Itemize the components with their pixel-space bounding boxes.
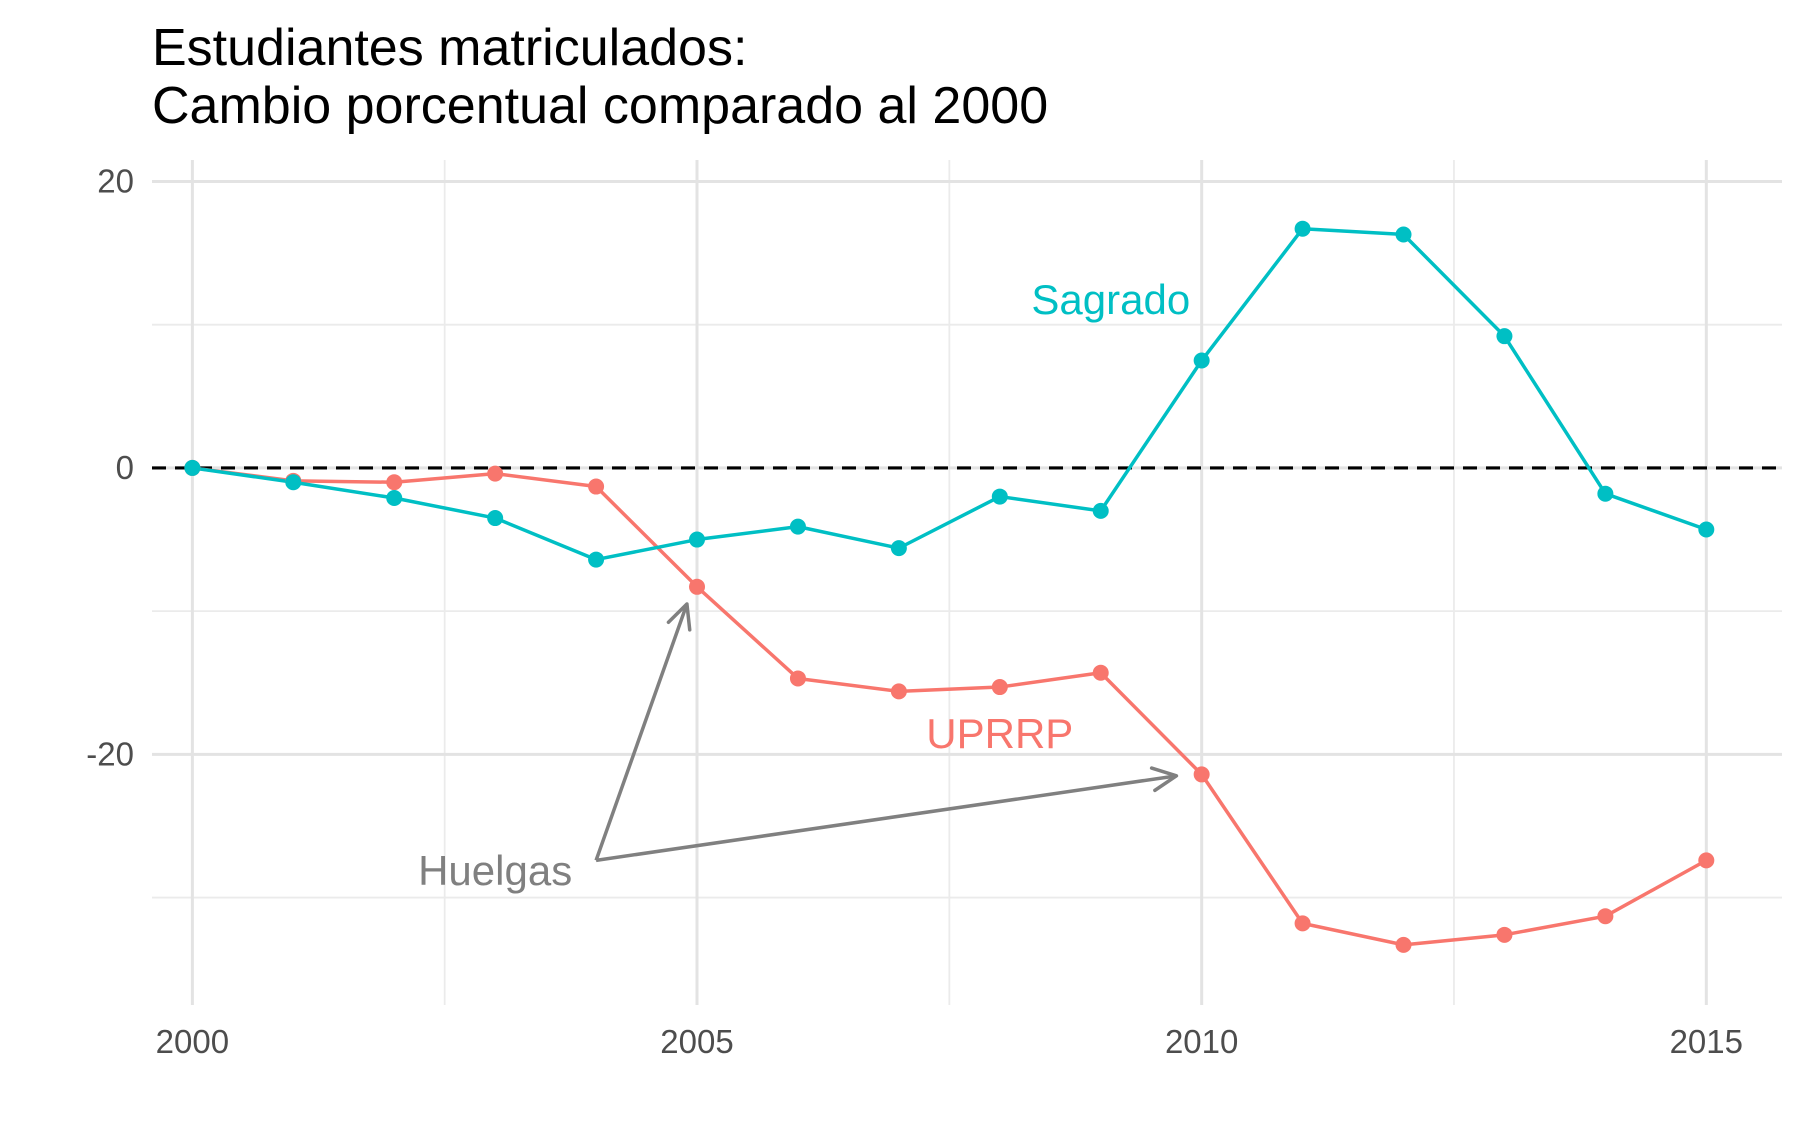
data-point-uprrp — [588, 478, 605, 495]
annotation-label: Huelgas — [418, 847, 572, 894]
annotation-arrow-head — [1149, 766, 1179, 793]
series-label-sagrado: Sagrado — [1031, 276, 1190, 323]
data-point-sagrado — [487, 510, 504, 527]
data-point-uprrp — [1698, 852, 1715, 869]
data-point-sagrado — [386, 490, 403, 506]
data-point-sagrado — [588, 551, 605, 568]
data-point-sagrado — [1597, 485, 1614, 502]
data-point-uprrp — [1092, 664, 1109, 681]
data-point-sagrado — [184, 459, 201, 476]
data-point-uprrp — [1597, 908, 1614, 925]
data-point-uprrp — [1294, 915, 1311, 932]
y-tick-label: 0 — [116, 449, 134, 486]
annotation-arrow-head — [666, 602, 692, 632]
x-tick-label: 2005 — [660, 1023, 733, 1060]
data-point-sagrado — [1193, 352, 1210, 369]
data-point-uprrp — [487, 465, 504, 482]
data-point-uprrp — [991, 679, 1008, 696]
data-point-uprrp — [689, 578, 706, 595]
x-tick-label: 2000 — [156, 1023, 229, 1060]
data-point-sagrado — [991, 488, 1008, 505]
y-tick-label: -20 — [86, 735, 134, 772]
data-point-uprrp — [1496, 926, 1513, 943]
data-point-sagrado — [285, 474, 302, 491]
data-point-sagrado — [1698, 521, 1715, 538]
data-point-sagrado — [689, 531, 706, 548]
x-tick-label: 2015 — [1670, 1023, 1743, 1060]
annotation-arrow-line — [594, 603, 689, 861]
data-point-uprrp — [890, 683, 907, 700]
series-line-uprrp — [192, 466, 1708, 947]
data-point-sagrado — [789, 518, 806, 535]
y-tick-label: 20 — [97, 162, 134, 199]
x-tick-label: 2010 — [1165, 1023, 1238, 1060]
data-point-sagrado — [1294, 220, 1311, 237]
series-label-uprrp: UPRRP — [926, 710, 1073, 757]
data-point-uprrp — [789, 670, 806, 687]
chart-title-line-1: Estudiantes matriculados: — [152, 19, 748, 77]
data-point-sagrado — [1092, 502, 1109, 519]
annotation-arrow-line — [595, 774, 1177, 863]
chart-title-line-2: Cambio porcentual comparado al 2000 — [152, 77, 1049, 135]
data-point-uprrp — [1193, 766, 1210, 783]
data-point-sagrado — [1395, 226, 1412, 243]
data-point-sagrado — [1496, 328, 1513, 345]
series-line-sagrado — [192, 226, 1707, 562]
data-point-uprrp — [386, 474, 403, 491]
data-point-uprrp — [1395, 936, 1412, 953]
data-point-sagrado — [890, 540, 907, 557]
